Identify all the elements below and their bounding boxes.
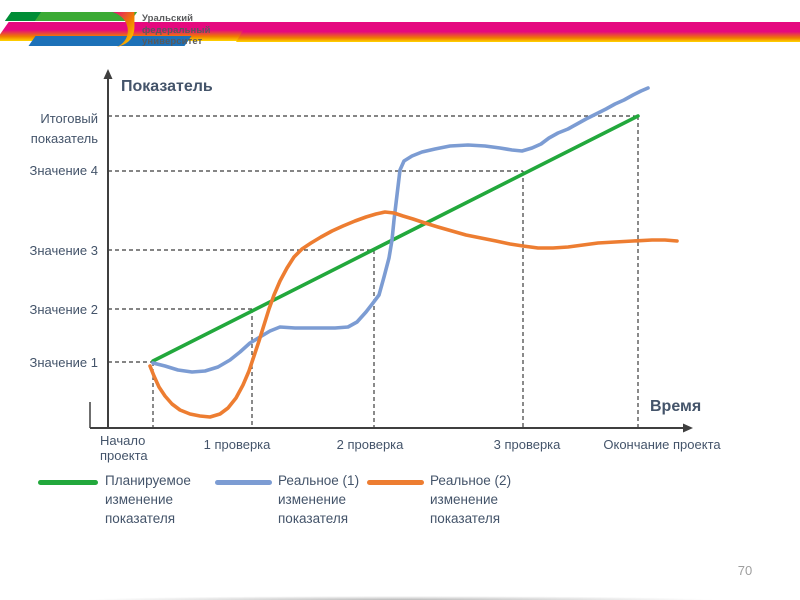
legend-label-planned: Планируемое изменение показателя [105, 473, 191, 526]
y-label-value2: Значение 2 [29, 302, 99, 317]
legend-swatch-real2 [367, 480, 424, 485]
header-stripe-right [236, 22, 800, 42]
page-number: 70 [737, 563, 753, 578]
x-axis-title: Время [650, 398, 702, 415]
y-axis-title: Показатель [121, 78, 213, 95]
x-label-check3: 3 проверка [493, 437, 561, 452]
legend-label-real1: Реальное (1) изменение показателя [278, 473, 360, 526]
x-label-start: Начало проекта [100, 433, 148, 463]
university-name-line1: Уральский [142, 13, 194, 24]
legend-label-real2: Реальное (2) изменение показателя [430, 473, 512, 526]
slide-bottom-shadow [6, 595, 794, 600]
y-label-value1: Значение 1 [29, 355, 99, 370]
x-label-check1: 1 проверка [203, 437, 271, 452]
university-name-line2: федеральный [142, 24, 211, 36]
x-label-end: Окончание проекта [603, 437, 721, 452]
university-name: Уральский федеральный университет [142, 13, 211, 48]
university-name-line3: университет [142, 36, 203, 47]
y-label-value4: Значение 4 [29, 163, 99, 178]
y-label-final: Итоговый показатель [30, 111, 98, 146]
legend-swatch-real1 [215, 480, 272, 485]
legend-swatch-planned [38, 480, 98, 485]
x-label-check2: 2 проверка [336, 437, 404, 452]
y-label-value3: Значение 3 [29, 243, 99, 258]
university-logo-icon [112, 11, 135, 48]
